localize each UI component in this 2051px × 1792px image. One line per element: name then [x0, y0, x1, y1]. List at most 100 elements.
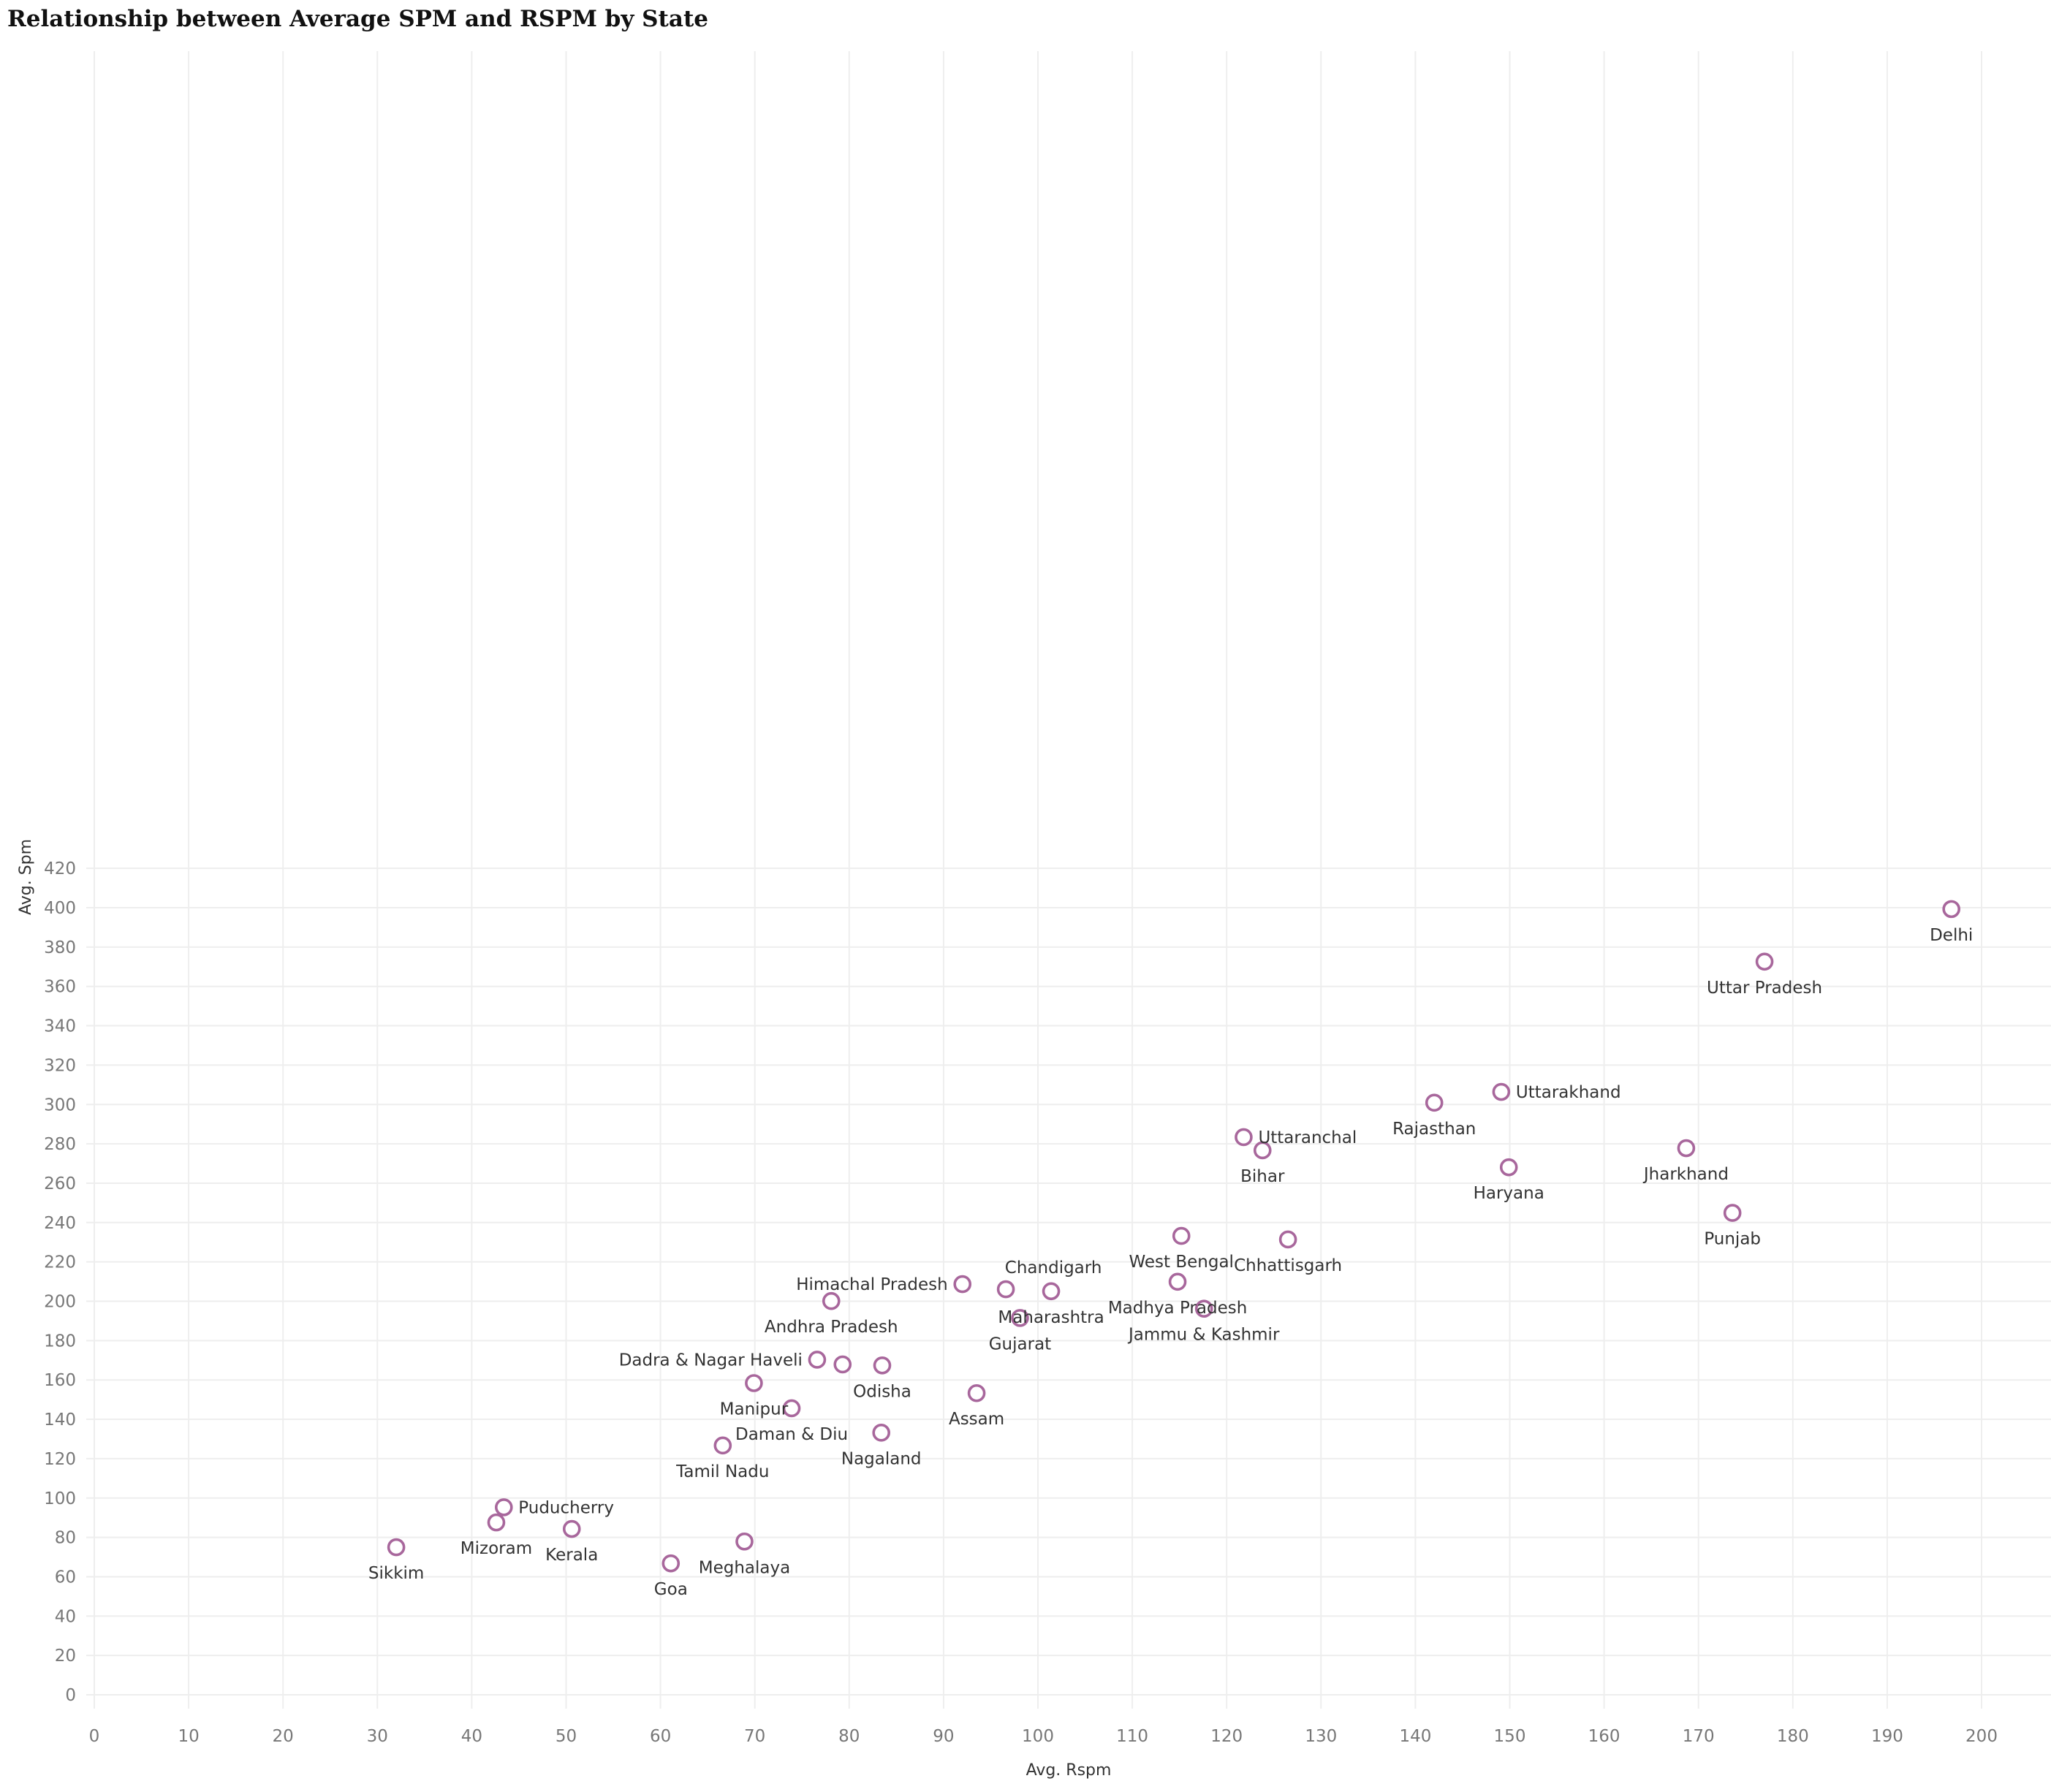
point-label: Daman & Diu — [735, 1425, 848, 1444]
point-label: Andhra Pradesh — [765, 1318, 898, 1337]
data-point[interactable] — [1042, 1282, 1061, 1301]
y-tick-label: 220 — [44, 1253, 76, 1272]
point-label: Nagaland — [841, 1449, 922, 1468]
point-label: Dadra & Nagar Haveli — [619, 1351, 803, 1370]
x-tick-label: 200 — [1965, 1727, 1998, 1746]
y-tick-label: 340 — [44, 1017, 76, 1036]
point-label: Uttarakhand — [1516, 1083, 1621, 1102]
data-point[interactable] — [996, 1280, 1015, 1299]
y-tick-label: 60 — [55, 1568, 76, 1587]
data-point[interactable] — [1172, 1226, 1191, 1245]
data-point[interactable] — [1011, 1309, 1029, 1327]
data-point[interactable] — [822, 1291, 841, 1310]
data-point[interactable] — [1194, 1299, 1213, 1318]
point-label: Tamil Nadu — [675, 1462, 769, 1481]
point-label: Delhi — [1930, 926, 1973, 945]
point-label: Madhya Pradesh — [1108, 1299, 1247, 1318]
x-tick-label: 0 — [89, 1727, 100, 1746]
point-label: Odisha — [853, 1382, 911, 1401]
point-label: Gujarat — [989, 1334, 1051, 1354]
x-tick-label: 180 — [1777, 1727, 1809, 1746]
data-point[interactable] — [735, 1532, 754, 1551]
data-point[interactable] — [487, 1513, 506, 1532]
data-point[interactable] — [1168, 1272, 1187, 1291]
point-labels: Delhi Uttar Pradesh Uttarakhand Rajasthan Ut… — [368, 926, 1973, 1599]
data-point[interactable] — [1942, 900, 1960, 919]
data-point[interactable] — [1677, 1139, 1696, 1158]
vertical-gridlines — [94, 51, 1982, 1709]
y-tick-label: 120 — [44, 1450, 76, 1469]
data-point[interactable] — [1425, 1093, 1444, 1112]
y-tick-label: 380 — [44, 938, 76, 957]
data-point[interactable] — [873, 1356, 892, 1375]
y-tick-label: 400 — [44, 899, 76, 918]
data-point[interactable] — [967, 1383, 986, 1402]
point-label: Uttar Pradesh — [1707, 979, 1822, 998]
point-label: Kerala — [545, 1546, 598, 1565]
y-tick-label: 20 — [55, 1647, 76, 1666]
point-label: Haryana — [1474, 1184, 1544, 1203]
point-label: Jammu & Kashmir — [1127, 1326, 1280, 1345]
data-point[interactable] — [808, 1351, 827, 1369]
y-tick-label: 100 — [44, 1489, 76, 1508]
data-point[interactable] — [1253, 1141, 1272, 1160]
data-point[interactable] — [562, 1519, 581, 1538]
point-label: Jharkhand — [1642, 1165, 1729, 1184]
y-tick-label: 80 — [55, 1529, 76, 1548]
x-tick-label: 170 — [1683, 1727, 1715, 1746]
x-tick-label: 10 — [178, 1727, 199, 1746]
y-axis-title: Avg. Spm — [17, 839, 35, 915]
point-label: Bihar — [1240, 1167, 1285, 1186]
data-point[interactable] — [713, 1436, 732, 1455]
point-label: Uttaranchal — [1258, 1128, 1357, 1147]
x-tick-label: 70 — [744, 1727, 765, 1746]
y-tick-label: 0 — [65, 1686, 76, 1705]
y-tick-label: 180 — [44, 1332, 76, 1351]
data-point[interactable] — [833, 1355, 852, 1374]
data-point[interactable] — [1492, 1082, 1511, 1101]
data-point[interactable] — [1499, 1158, 1518, 1177]
data-point[interactable] — [1723, 1204, 1742, 1222]
data-point[interactable] — [872, 1424, 890, 1442]
data-point[interactable] — [953, 1275, 972, 1294]
y-tick-label: 320 — [44, 1056, 76, 1075]
point-label: Sikkim — [368, 1564, 424, 1583]
point-label: Meghalaya — [699, 1558, 790, 1577]
y-tick-label: 260 — [44, 1174, 76, 1193]
data-point[interactable] — [387, 1538, 406, 1557]
y-tick-label: 140 — [44, 1411, 76, 1430]
point-label: Punjab — [1704, 1230, 1761, 1249]
point-label: Chhattisgarh — [1234, 1256, 1342, 1275]
point-label: Goa — [654, 1580, 688, 1599]
data-point[interactable] — [745, 1374, 763, 1392]
point-label: Chandigarh — [1005, 1258, 1102, 1277]
y-tick-label: 280 — [44, 1135, 76, 1154]
point-label: West Bengal — [1129, 1253, 1234, 1272]
x-tick-label: 120 — [1210, 1727, 1243, 1746]
data-point[interactable] — [1755, 952, 1774, 971]
x-tick-label: 190 — [1871, 1727, 1903, 1746]
point-label: Assam — [949, 1410, 1004, 1429]
x-tick-label: 130 — [1305, 1727, 1337, 1746]
data-point[interactable] — [494, 1498, 513, 1516]
y-tick-label: 360 — [44, 978, 76, 997]
data-point[interactable] — [782, 1399, 801, 1418]
data-point[interactable] — [661, 1554, 680, 1573]
y-tick-label: 40 — [55, 1607, 76, 1626]
horizontal-gridlines — [86, 867, 2051, 1696]
y-tick-label: 200 — [44, 1293, 76, 1312]
x-tick-label: 60 — [650, 1727, 671, 1746]
y-axis-ticks: 0 20 40 60 80 100 120 140 160 180 200 220 240 260 280 3… — [44, 859, 76, 1705]
y-tick-label: 240 — [44, 1214, 76, 1233]
x-tick-label: 90 — [933, 1727, 954, 1746]
data-point[interactable] — [1235, 1128, 1253, 1147]
point-label: Maharashtra — [998, 1308, 1104, 1327]
x-tick-label: 40 — [461, 1727, 482, 1746]
x-tick-label: 80 — [838, 1727, 860, 1746]
x-tick-label: 50 — [556, 1727, 577, 1746]
x-tick-label: 20 — [273, 1727, 294, 1746]
data-points — [387, 900, 1960, 1573]
data-point[interactable] — [1278, 1230, 1297, 1249]
x-tick-label: 150 — [1494, 1727, 1526, 1746]
